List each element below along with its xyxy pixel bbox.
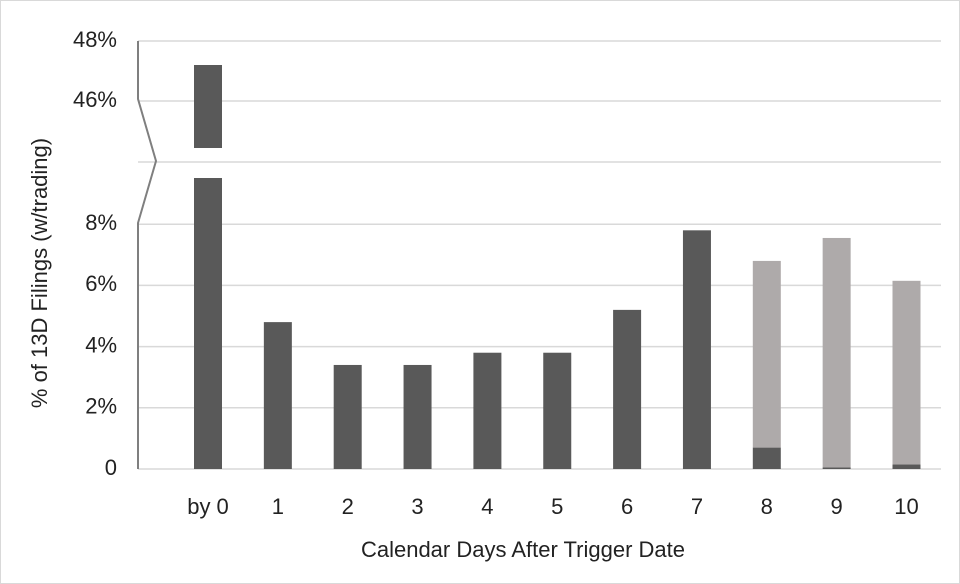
x-tick-label: 5	[551, 494, 563, 519]
bar-segment	[194, 178, 222, 469]
bar-segment	[403, 364, 432, 469]
bar-segment	[752, 447, 781, 469]
bars	[194, 65, 921, 469]
x-tick-label: 2	[342, 494, 354, 519]
x-tick-label: 10	[894, 494, 918, 519]
bar-segment	[333, 364, 362, 469]
bar-segment	[682, 230, 711, 469]
bar-segment	[892, 464, 921, 469]
bar-segment	[263, 322, 292, 469]
x-tick-label: 7	[691, 494, 703, 519]
axes	[137, 41, 158, 469]
y-tick-label: 4%	[85, 332, 117, 357]
y-tick-labels: 0 2% 4% 6% 8% 46% 48%	[73, 27, 117, 480]
x-tick-label: 1	[272, 494, 284, 519]
y-axis-title: % of 13D Filings (w/trading)	[27, 138, 52, 408]
y-axis-line-with-break	[137, 41, 158, 469]
y-tick-label: 0	[105, 455, 117, 480]
gridlines	[138, 40, 941, 470]
x-tick-label: by 0	[187, 494, 229, 519]
x-tick-label: 3	[411, 494, 423, 519]
y-tick-label: 48%	[73, 27, 117, 52]
bar-segment	[613, 309, 642, 469]
y-tick-label: 2%	[85, 394, 117, 419]
x-tick-label: 9	[831, 494, 843, 519]
bar-segment	[194, 65, 222, 148]
bar-segment	[822, 467, 851, 469]
y-tick-label: 6%	[85, 271, 117, 296]
y-tick-label: 8%	[85, 210, 117, 235]
bar-segment	[473, 352, 502, 469]
x-tick-label: 8	[761, 494, 773, 519]
bar-segment	[543, 352, 572, 469]
bar-segment	[892, 280, 921, 465]
y-tick-label: 46%	[73, 87, 117, 112]
x-axis-title: Calendar Days After Trigger Date	[361, 537, 685, 562]
x-tick-labels: by 0 1 2 3 4 5 6 7 8 9 10	[187, 494, 919, 519]
x-tick-label: 4	[481, 494, 493, 519]
bar-segment	[822, 237, 851, 468]
bar-segment	[752, 260, 781, 448]
x-tick-label: 6	[621, 494, 633, 519]
